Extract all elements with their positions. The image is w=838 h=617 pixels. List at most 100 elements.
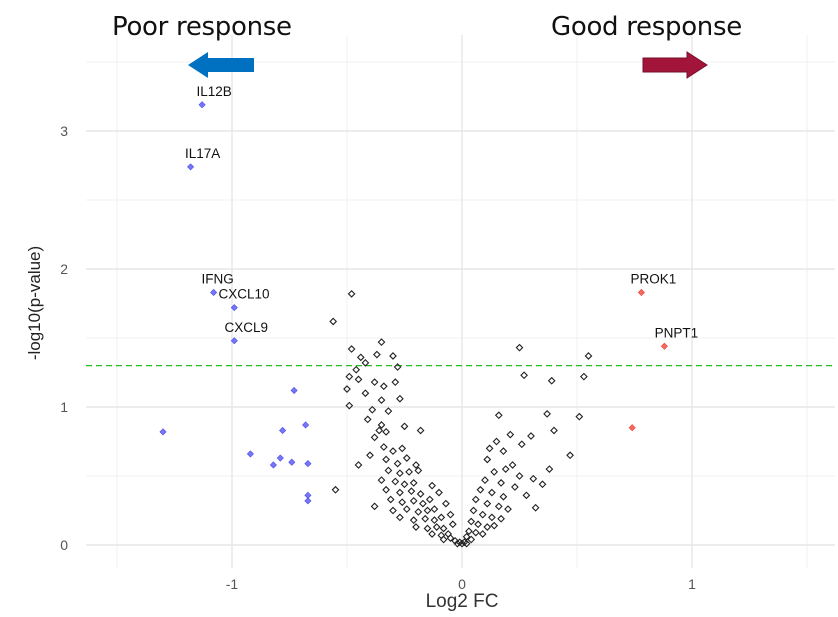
data-point-ns — [393, 459, 402, 468]
data-point-ns — [455, 538, 464, 547]
data-point-ns — [396, 469, 404, 478]
data-point-ns — [545, 465, 554, 473]
axis-tick-labels: -1 0 1 0 1 2 3 — [60, 123, 696, 592]
good-response-label: Good response — [551, 12, 742, 42]
data-point-ns — [497, 514, 505, 523]
data-point-ns — [409, 496, 418, 505]
data-point-ns — [416, 426, 425, 435]
data-point-ns — [430, 505, 439, 513]
y-tick-label: 2 — [60, 261, 68, 277]
data-point-ns — [497, 479, 505, 487]
data-point-ns — [407, 487, 416, 496]
data-point-ns — [400, 422, 409, 431]
data-point-ns — [423, 524, 432, 533]
arrow-right-icon — [642, 51, 708, 79]
data-point-ns — [469, 506, 478, 515]
data-point-ns — [409, 479, 418, 487]
data-point-ns — [430, 516, 439, 525]
data-point-ns — [543, 410, 551, 418]
data-point-ns — [566, 451, 574, 460]
data-point-ns — [393, 363, 402, 371]
data-point-ns — [478, 510, 487, 519]
data-point-ns — [402, 505, 411, 513]
data-point-ns — [370, 433, 379, 442]
x-axis-title: Log2 FC — [426, 591, 499, 612]
data-point-ns — [375, 426, 384, 435]
data-point-ns — [419, 499, 427, 508]
y-tick-label: 0 — [60, 537, 68, 553]
data-point-ns — [370, 502, 379, 511]
data-point-ns — [494, 411, 503, 420]
data-point-ns — [485, 444, 494, 453]
data-point-ns — [389, 506, 397, 515]
data-point-ns — [584, 352, 593, 360]
data-point-ns — [400, 480, 409, 489]
data-point-ns — [352, 365, 361, 374]
arrow-left-shape — [188, 52, 254, 78]
gene-label: PNPT1 — [655, 325, 699, 340]
data-point-down — [230, 337, 238, 345]
data-point-ns — [423, 506, 432, 515]
data-point-ns — [421, 514, 430, 523]
data-point-down — [276, 454, 284, 462]
data-point-ns — [471, 528, 480, 537]
data-point-ns — [527, 432, 535, 440]
data-point-ns — [446, 510, 455, 519]
data-point-down — [187, 163, 195, 171]
data-point-ns — [488, 488, 496, 497]
data-point-ns — [515, 472, 524, 480]
data-point-ns — [398, 498, 407, 507]
data-point-down — [304, 460, 312, 468]
data-point-ns — [508, 461, 517, 469]
data-point-ns — [481, 476, 489, 485]
data-point-ns — [373, 350, 381, 359]
arrow-right-shape — [642, 51, 708, 79]
data-point-ns — [547, 376, 556, 385]
gene-label: CXCL9 — [225, 320, 269, 335]
data-point-down — [279, 426, 287, 434]
data-point-ns — [432, 523, 441, 531]
data-point-ns — [517, 440, 526, 449]
data-point-ns — [501, 465, 510, 473]
data-point-ns — [354, 375, 363, 384]
data-point-down — [288, 458, 296, 466]
data-point-ns — [391, 378, 400, 387]
data-point-down — [302, 421, 310, 429]
minor-gridlines — [86, 35, 835, 568]
data-point-ns — [363, 415, 372, 424]
data-point-down — [198, 101, 206, 109]
data-point-ns — [368, 405, 377, 414]
data-point-ns — [389, 447, 397, 456]
data-point-ns — [499, 447, 508, 456]
data-point-ns — [384, 466, 393, 475]
gene-label: IL17A — [185, 146, 220, 161]
data-point-ns — [354, 461, 363, 469]
data-point-ns — [448, 520, 457, 529]
data-point-ns — [356, 353, 365, 362]
data-point-ns — [437, 513, 446, 522]
data-point-ns — [405, 467, 413, 476]
data-point-ns — [391, 477, 400, 486]
data-point-down — [210, 288, 218, 296]
data-point-ns — [398, 444, 407, 453]
data-point-down — [246, 450, 254, 458]
data-point-ns — [580, 372, 588, 381]
data-point-ns — [499, 492, 508, 501]
data-point-ns — [366, 451, 374, 460]
data-points — [159, 101, 668, 548]
data-point-ns — [471, 495, 480, 504]
data-point-down — [159, 428, 167, 436]
data-point-ns — [488, 513, 496, 522]
data-point-ns — [347, 289, 356, 298]
data-point-ns — [361, 358, 370, 367]
data-point-ns — [347, 345, 356, 353]
data-point-ns — [331, 485, 340, 494]
data-point-ns — [520, 371, 528, 380]
y-tick-label: 1 — [60, 399, 68, 415]
y-tick-label: 3 — [60, 123, 68, 139]
major-gridlines — [86, 35, 835, 568]
data-point-ns — [435, 488, 443, 497]
data-point-ns — [439, 524, 448, 533]
data-point-ns — [531, 503, 540, 512]
